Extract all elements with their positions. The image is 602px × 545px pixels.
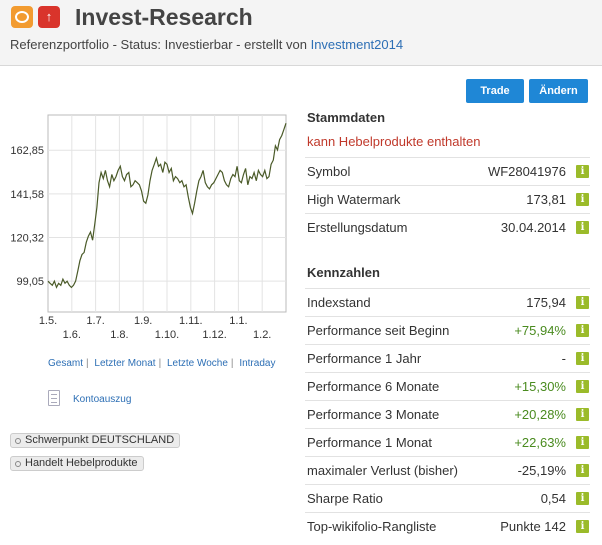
info-icon[interactable]: i — [576, 464, 589, 477]
info-icon[interactable]: i — [576, 165, 589, 178]
table-row: Performance 1 Jahr - i — [305, 344, 590, 372]
page-subtitle: Referenzportfolio - Status: Investierbar… — [10, 37, 403, 52]
row-label: maximaler Verlust (bisher) — [307, 463, 458, 478]
x-tick-label: 1.1. — [229, 315, 247, 327]
document-icon — [48, 390, 60, 406]
row-label: Performance 1 Monat — [307, 435, 433, 450]
table-row: Indexstand 175,94 i — [305, 288, 590, 316]
tag-hebelprodukte[interactable]: Handelt Hebelprodukte — [10, 456, 144, 471]
row-value: Punkte 142 — [500, 519, 566, 534]
row-label: Indexstand — [307, 295, 371, 310]
row-label: Top-wikifolio-Rangliste — [307, 519, 437, 534]
info-icon[interactable]: i — [576, 492, 589, 505]
range-link-gesamt[interactable]: Gesamt — [48, 358, 84, 369]
table-row: Symbol WF28041976 i — [305, 157, 590, 185]
trend-up-icon: ↑ — [38, 6, 60, 28]
table-row: Performance seit Beginn +75,94% i — [305, 316, 590, 344]
row-value: +75,94% — [514, 323, 566, 338]
table-row: maximaler Verlust (bisher) -25,19% i — [305, 456, 590, 484]
info-icon[interactable]: i — [576, 193, 589, 206]
stammdaten-heading: Stammdaten — [307, 110, 386, 125]
table-row: Performance 3 Monate +20,28% i — [305, 400, 590, 428]
kennzahlen-heading: Kennzahlen — [307, 265, 380, 280]
subtitle-text: Referenzportfolio - Status: Investierbar… — [10, 37, 311, 52]
table-row: Performance 1 Monat +22,63% i — [305, 428, 590, 456]
row-value: 30.04.2014 — [500, 220, 566, 235]
tag-schwerpunkt[interactable]: Schwerpunkt DEUTSCHLAND — [10, 433, 181, 448]
row-label: Performance 1 Jahr — [307, 351, 422, 366]
x-tick-label: 1.8. — [110, 329, 128, 341]
x-tick-label: 1.11. — [179, 315, 203, 327]
kennzahlen-table: Indexstand 175,94 i Performance seit Beginn… — [305, 288, 590, 540]
info-icon[interactable]: i — [576, 380, 589, 393]
row-label: Performance 6 Monate — [307, 379, 440, 394]
info-icon[interactable]: i — [576, 352, 589, 365]
y-tick-label: 141,58 — [10, 189, 44, 201]
table-row: Top-wikifolio-Rangliste Punkte 142 i — [305, 512, 590, 540]
row-label: Symbol — [307, 164, 351, 179]
row-value: +20,28% — [514, 407, 566, 422]
x-tick-label: 1.6. — [63, 329, 81, 341]
table-row: Sharpe Ratio 0,54 i — [305, 484, 590, 512]
y-tick-label: 99,05 — [16, 276, 44, 288]
stammdaten-table: Symbol WF28041976 i High Watermark 173,81 i Er… — [305, 157, 590, 241]
range-link-intraday[interactable]: Intraday — [239, 358, 276, 369]
row-value: WF28041976 — [487, 164, 566, 179]
row-value: +15,30% — [514, 379, 566, 394]
x-tick-label: 1.2. — [253, 329, 271, 341]
x-tick-label: 1.12. — [202, 329, 226, 341]
info-icon[interactable]: i — [576, 520, 589, 533]
range-link-letzte-woche[interactable]: Letzte Woche — [166, 358, 228, 369]
y-tick-label: 162,85 — [10, 145, 44, 157]
row-label: Performance seit Beginn — [307, 323, 450, 338]
info-icon[interactable]: i — [576, 324, 589, 337]
row-label: Performance 3 Monate — [307, 407, 440, 422]
range-links: Gesamt | Letzter Monat | Letzte Woche | Int… — [48, 358, 276, 369]
row-value: 175,94 — [526, 295, 566, 310]
aendern-button[interactable]: Ändern — [529, 79, 588, 103]
info-icon[interactable]: i — [576, 221, 589, 234]
row-value: -25,19% — [517, 463, 566, 478]
x-tick-label: 1.9. — [134, 315, 152, 327]
chart-svg: 162,85 141,58 120,32 99,05 1.5. 1.7. 1.9. 1.11.… — [10, 114, 287, 341]
row-value: 173,81 — [526, 192, 566, 207]
row-value: - — [561, 351, 566, 366]
info-icon[interactable]: i — [576, 436, 589, 449]
hebel-notice: kann Hebelprodukte enthalten — [307, 134, 481, 149]
x-tick-label: 1.7. — [86, 315, 104, 327]
wikifolio-coin-icon — [11, 6, 33, 28]
row-value: 0,54 — [540, 491, 566, 506]
row-label: Sharpe Ratio — [307, 491, 383, 506]
kontoauszug-link[interactable]: Kontoauszug — [48, 390, 208, 410]
trade-button[interactable]: Trade — [466, 79, 524, 103]
y-tick-label: 120,32 — [10, 232, 44, 244]
page-title: Invest-Research — [75, 4, 253, 30]
page-header: ↑ Invest-Research Referenzportfolio - St… — [0, 0, 602, 66]
range-link-letzter-monat[interactable]: Letzter Monat — [94, 358, 156, 369]
table-row: High Watermark 173,81 i — [305, 185, 590, 213]
info-icon[interactable]: i — [576, 296, 589, 309]
x-tick-label: 1.5. — [39, 315, 57, 327]
kontoauszug-label: Kontoauszug — [73, 394, 132, 405]
table-row: Erstellungsdatum 30.04.2014 i — [305, 213, 590, 241]
table-row: Performance 6 Monate +15,30% i — [305, 372, 590, 400]
row-value: +22,63% — [514, 435, 566, 450]
row-label: Erstellungsdatum — [307, 220, 408, 235]
row-label: High Watermark — [307, 192, 401, 207]
x-tick-label: 1.10. — [155, 329, 179, 341]
performance-chart: 162,85 141,58 120,32 99,05 1.5. 1.7. 1.9. 1.11.… — [0, 100, 300, 360]
series-line — [47, 123, 287, 289]
author-link[interactable]: Investment2014 — [310, 37, 404, 52]
info-icon[interactable]: i — [576, 408, 589, 421]
